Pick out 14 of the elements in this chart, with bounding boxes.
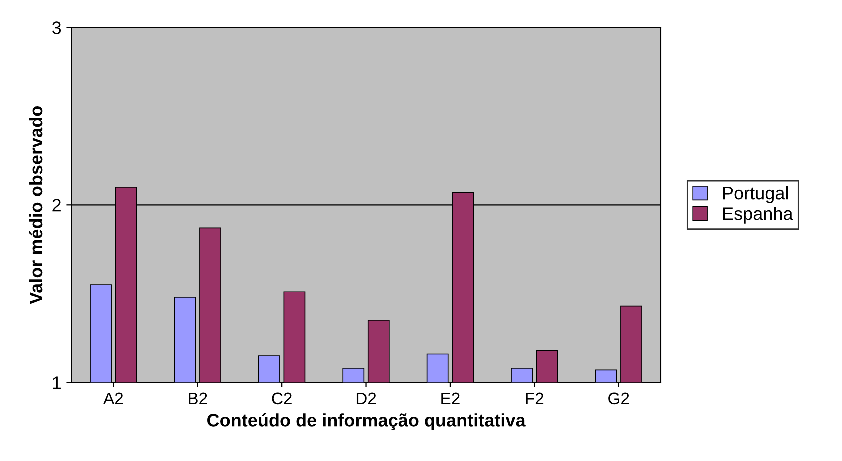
x-tick-label: C2 [272,392,292,405]
y-tick-label: 2 [52,199,61,212]
legend-label: Portugal [723,186,788,204]
y-axis-title: Valor médio observado [29,106,43,304]
legend-label: Espanha [723,207,794,224]
x-tick-label: F2 [526,392,544,404]
x-tick-label: E2 [442,392,460,404]
y-tick-label: 3 [52,22,62,34]
x-tick-label: A2 [104,392,124,404]
x-tick-label: B2 [189,392,208,404]
x-tick-label: G2 [608,392,630,405]
x-axis-title: Conteúdo de informação quantitativa [208,413,526,430]
x-tick-label: D2 [356,392,376,404]
y-tick-label: 1 [53,376,61,390]
